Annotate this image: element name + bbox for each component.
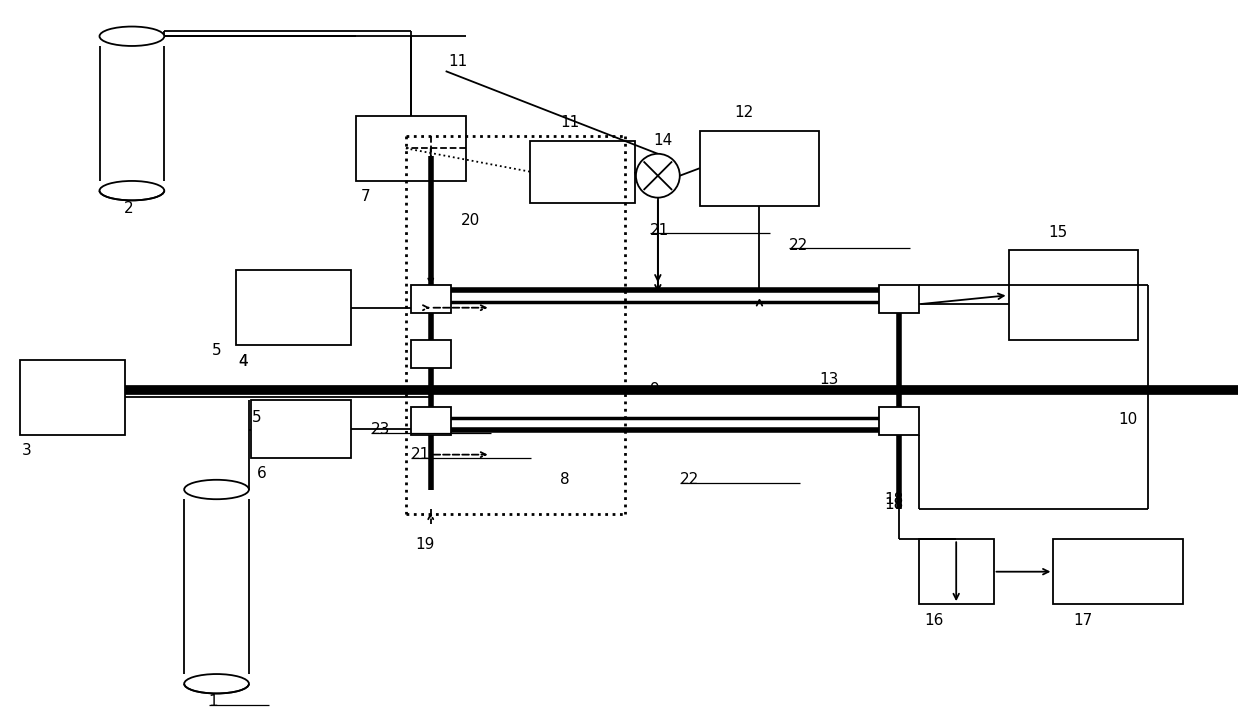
Text: 11: 11	[560, 116, 579, 130]
Bar	[1053, 539, 1183, 604]
Text: 22: 22	[790, 238, 808, 253]
Text: 22: 22	[680, 472, 699, 487]
Ellipse shape	[185, 480, 249, 499]
Ellipse shape	[99, 181, 164, 200]
Text: 21: 21	[650, 223, 670, 238]
Text: 18: 18	[884, 497, 903, 512]
Bar	[410, 340, 450, 368]
Text: 5: 5	[212, 343, 221, 358]
Bar	[252, 400, 351, 458]
Text: 21: 21	[410, 447, 430, 462]
Bar	[1008, 250, 1138, 340]
Ellipse shape	[99, 27, 164, 46]
Bar	[699, 131, 820, 205]
Bar	[356, 116, 465, 181]
Bar	[410, 286, 450, 313]
Text: 9: 9	[650, 382, 660, 398]
Bar	[879, 286, 919, 313]
Text: 5: 5	[252, 410, 262, 425]
Text: 3: 3	[22, 443, 32, 458]
Text: 13: 13	[820, 372, 838, 388]
Text: 20: 20	[460, 213, 480, 228]
Text: 14: 14	[653, 133, 672, 148]
Text: 1: 1	[208, 694, 218, 709]
Bar	[410, 407, 450, 435]
Text: 2: 2	[124, 201, 134, 216]
Text: 17: 17	[1074, 612, 1092, 628]
Text: 10: 10	[1118, 412, 1137, 427]
Text: 8: 8	[560, 472, 570, 487]
Text: 19: 19	[415, 536, 435, 552]
Bar	[919, 539, 993, 604]
Text: 18: 18	[884, 492, 903, 507]
Bar	[237, 270, 351, 345]
Text: 4: 4	[238, 354, 248, 369]
Bar	[20, 360, 125, 435]
Text: 7: 7	[361, 189, 371, 204]
Bar	[531, 141, 635, 202]
Text: 23: 23	[371, 422, 391, 437]
Text: 15: 15	[1048, 225, 1068, 240]
Text: 16: 16	[924, 612, 944, 628]
Text: 11: 11	[449, 54, 467, 69]
Text: 6: 6	[257, 466, 267, 481]
Ellipse shape	[185, 674, 249, 693]
Bar	[879, 407, 919, 435]
Text: 4: 4	[238, 354, 248, 369]
Text: 12: 12	[734, 106, 754, 121]
Circle shape	[636, 154, 680, 197]
